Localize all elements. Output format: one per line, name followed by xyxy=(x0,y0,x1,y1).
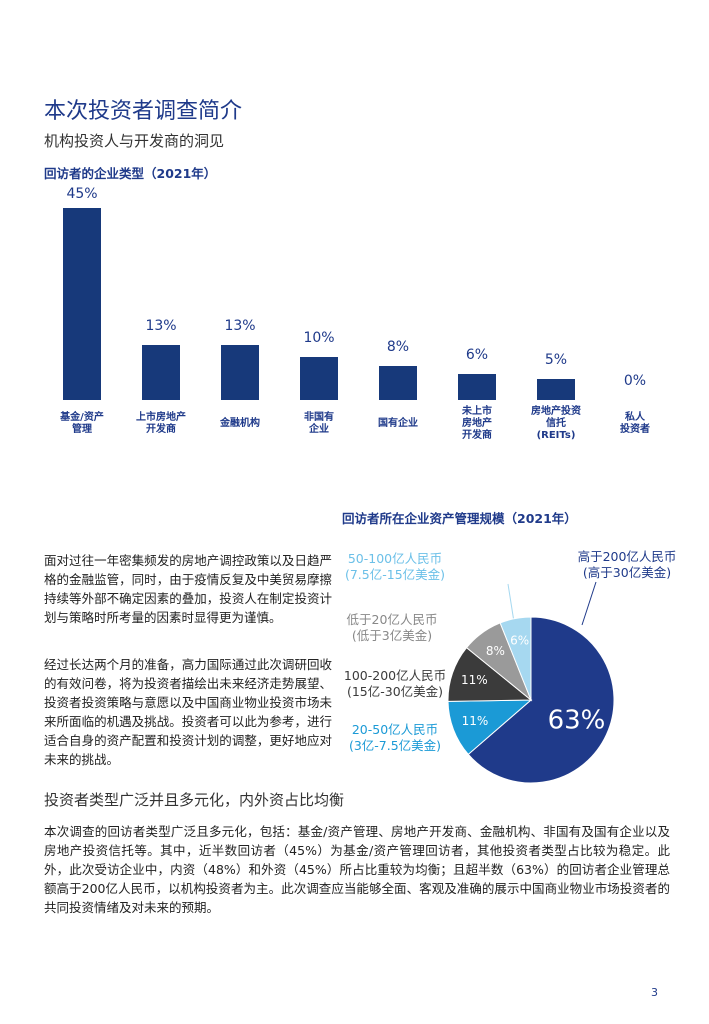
category-label: 房地产投资 信托 (REITs) xyxy=(531,406,581,441)
value-label: 10% xyxy=(303,330,335,347)
value-label: 45% xyxy=(66,186,98,202)
pie-slice xyxy=(499,616,532,701)
leader-line xyxy=(507,583,515,623)
paragraph: 经过长达两个月的准备，高力国际通过此次调研回收的有效问卷，将为投资者描绘出未来经… xyxy=(44,657,332,767)
slice-label: 11% xyxy=(462,714,489,728)
body-text: 本次调查的回访者类型广泛且多元化，包括：基金/资产管理、房地产开发商、金融机构、… xyxy=(44,824,670,915)
category-label: 上市房地产 开发商 xyxy=(136,412,186,435)
value-label: 13% xyxy=(224,317,256,334)
bar-chart: 45% 基金/资产 管理 13% 上市房地产 开发商 13% 金融机构 10% 非国有 企业 8… xyxy=(0,0,709,460)
value-label: 8% xyxy=(386,338,410,355)
category-label: 未上市 房地产 开发商 xyxy=(462,406,492,441)
bar xyxy=(537,378,575,400)
value-label: 5% xyxy=(544,351,568,368)
slice-label: 63% xyxy=(548,705,606,735)
bar xyxy=(63,208,101,400)
bar xyxy=(221,344,259,400)
slice-label: 8% xyxy=(486,644,505,658)
bar-chart-title: 回访者的企业类型（2021年） xyxy=(44,166,217,181)
value-label: 13% xyxy=(145,317,177,334)
pie-chart: 63% 11% 11% 8% 6% xyxy=(447,581,615,784)
category-label: 非国有 企业 xyxy=(304,412,334,435)
category-label: 国有企业 xyxy=(378,418,418,429)
slice-label: 6% xyxy=(510,634,529,648)
value-label: 0% xyxy=(623,373,647,389)
bar xyxy=(142,344,180,400)
bar xyxy=(300,357,338,400)
bar xyxy=(379,365,417,400)
page-title: 本次投资者调查简介 xyxy=(44,99,243,124)
pie-chart-title: 回访者所在企业资产管理规模（2021年） xyxy=(342,511,577,526)
leader-line xyxy=(581,581,597,626)
category-label: 私人 投资者 xyxy=(620,412,650,435)
category-label: 基金/资产 管理 xyxy=(60,412,104,435)
slice-label: 11% xyxy=(461,673,488,687)
page-subtitle: 机构投资人与开发商的洞见 xyxy=(44,132,225,150)
paragraph: 面对过往一年密集频发的房地产调控政策以及日趋严格的金融监管，同时，由于疫情反复及… xyxy=(44,553,332,625)
page-number: 3 xyxy=(651,986,658,999)
pie-slice xyxy=(467,616,615,784)
category-label: 金融机构 xyxy=(220,418,260,429)
value-label: 6% xyxy=(465,347,489,364)
bar xyxy=(458,374,496,400)
section-heading: 投资者类型广泛并且多元化，内外资占比均衡 xyxy=(44,791,345,809)
